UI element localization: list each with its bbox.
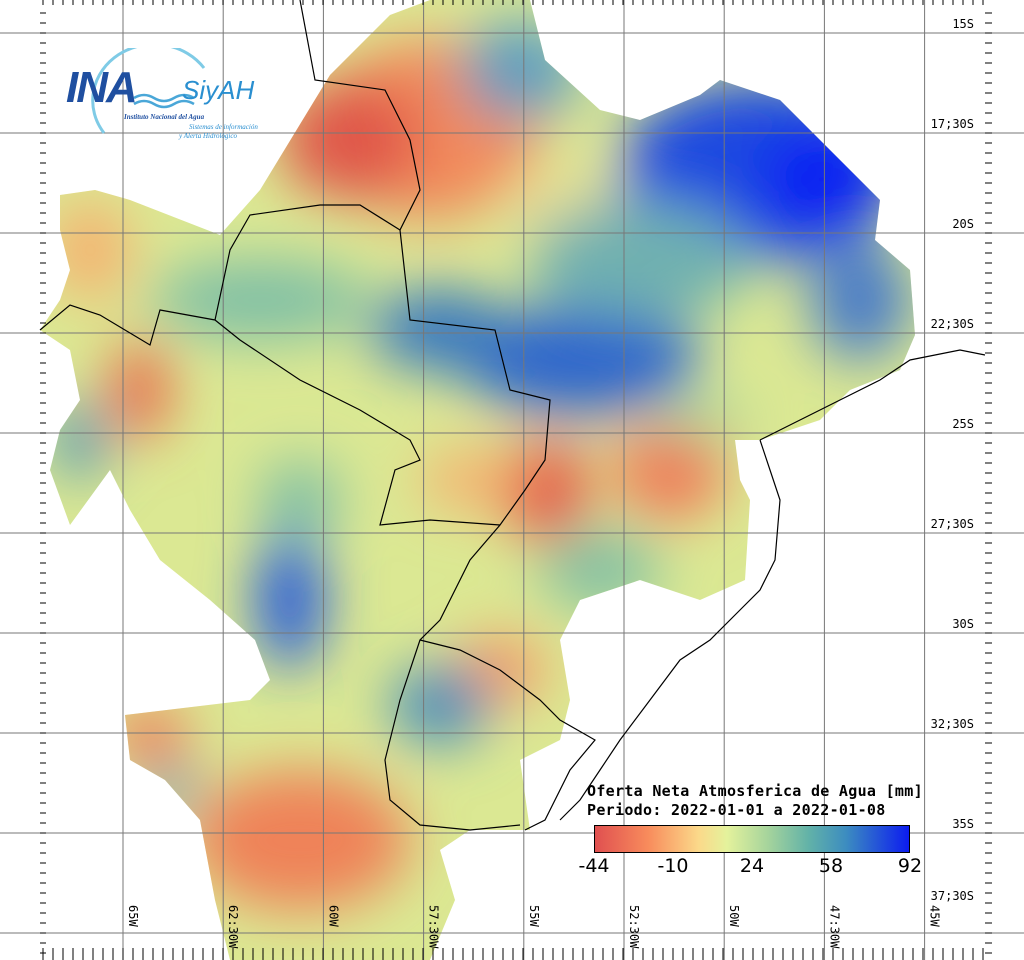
latitude-label: 20S [952, 217, 974, 231]
field-blob [150, 260, 370, 340]
logo-system-line1: Sistemas de información [189, 123, 258, 131]
longitude-label: 50W [727, 905, 742, 927]
field-blob [810, 240, 910, 360]
latitude-label: 32;30S [930, 717, 974, 731]
logo-arc-icon [91, 48, 206, 134]
colorbar-tick-label: 92 [897, 855, 923, 877]
field-blob [460, 20, 580, 120]
latitude-label: 30S [952, 617, 974, 631]
latitude-label: 37;30S [930, 889, 974, 903]
field-blob [55, 400, 105, 480]
colorbar-tick-label: 24 [739, 855, 765, 877]
latitude-label: 17;30S [930, 117, 974, 131]
longitude-label: 55W [526, 905, 541, 927]
field-blob [540, 530, 660, 610]
latitude-label: 35S [952, 817, 974, 831]
field-blob [650, 400, 750, 440]
logo-ina-text: INA [66, 63, 138, 112]
colorbar [594, 825, 910, 853]
colorbar-tick-label: -44 [578, 855, 610, 877]
latitude-label: 25S [952, 417, 974, 431]
latitude-label: 15S [952, 17, 974, 31]
field-blob [255, 530, 325, 670]
longitude-label: 47:30W [827, 905, 842, 949]
latitude-label: 22;30S [930, 317, 974, 331]
field-blob [145, 770, 195, 810]
field-blob [280, 80, 420, 200]
longitude-label: 62:30W [226, 905, 241, 949]
longitude-label: 65W [126, 905, 140, 927]
logo-institute: Instituto Nacional del Agua [124, 113, 205, 121]
field-blob [110, 340, 170, 440]
legend-period: Periodo: 2022-01-01 a 2022-01-08 [587, 801, 886, 819]
field-blob [390, 665, 490, 745]
longitude-label: 57:30W [426, 905, 441, 949]
ina-siyah-logo: INA SiyAH Instituto Nacional del Agua Si… [64, 48, 264, 148]
field-blob [370, 290, 510, 370]
field-blob [260, 460, 340, 540]
legend-title: Oferta Neta Atmosferica de Agua [mm] [587, 782, 923, 800]
colorbar-tick-label: -10 [657, 855, 689, 877]
field-blob [760, 130, 880, 230]
latitude-label: 27;30S [930, 517, 974, 531]
colorbar-tick-label: 58 [818, 855, 844, 877]
field-blob [50, 200, 130, 300]
logo-siyah-text: SiyAH [182, 75, 255, 105]
country-borders [39, 0, 986, 831]
longitude-label: 52:30W [627, 905, 641, 949]
field-blob [615, 420, 725, 520]
field-blob [500, 440, 590, 540]
field-blob [420, 450, 520, 510]
field-blob [110, 705, 190, 765]
field-blob [530, 200, 750, 320]
longitude-label: 60W [326, 905, 341, 927]
longitude-label: 45W [927, 905, 942, 927]
logo-system-line2: y Alerta Hidrológico [179, 132, 237, 140]
field-blob [190, 770, 410, 910]
